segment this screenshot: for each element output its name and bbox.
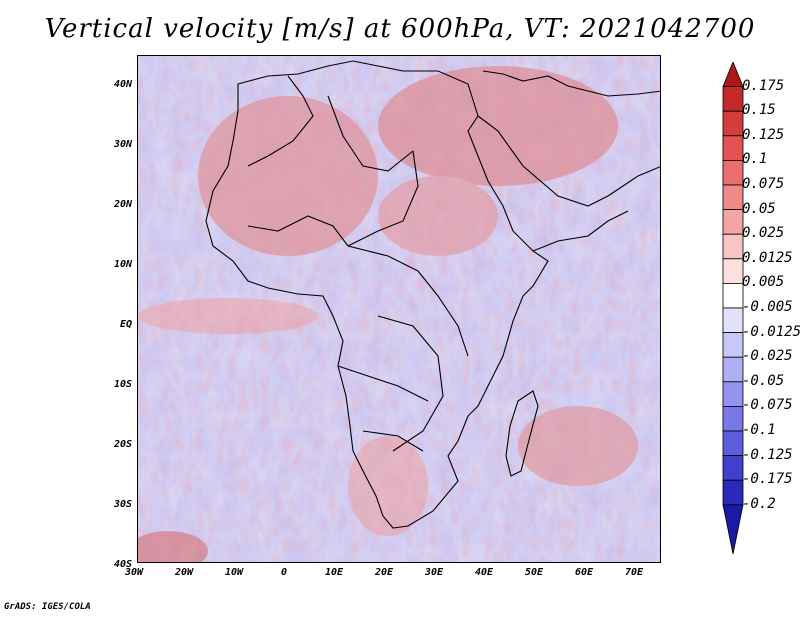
colorbar-swatch (722, 504, 744, 554)
y-tick-label: 30N (113, 139, 132, 150)
colorbar-label: 0.005 (742, 274, 785, 291)
colorbar-label: 0.1 (742, 151, 768, 168)
x-tick-label: 40E (474, 567, 494, 578)
y-tick-label: 30S (113, 499, 132, 510)
colorbar-label: 0.175 (742, 77, 785, 94)
colorbar-label: -0.075 (742, 397, 793, 414)
colorbar-swatch (722, 332, 744, 358)
y-tick-label: 20S (113, 439, 132, 450)
map-panel (137, 55, 661, 563)
plot-title: Vertical velocity [m/s] at 600hPa, VT: 2… (44, 14, 756, 44)
velocity-field-map (138, 56, 660, 562)
x-tick-label: 10E (324, 567, 344, 578)
colorbar-swatch (722, 282, 744, 309)
x-tick-label: 30E (424, 567, 444, 578)
y-tick-label: 10S (113, 379, 132, 390)
colorbar-label: 0.025 (742, 225, 785, 242)
colorbar-label: -0.2 (742, 495, 776, 512)
colorbar-label: 0.05 (742, 200, 776, 217)
y-tick-label: 40N (113, 79, 132, 90)
y-tick-label: 40S (113, 559, 132, 570)
x-tick-label: 20E (374, 567, 394, 578)
colorbar-swatch (722, 135, 744, 161)
y-tick-label: 20N (113, 199, 132, 210)
colorbar-label: -0.025 (742, 348, 793, 365)
colorbar-label: -0.0125 (742, 323, 800, 340)
x-tick-label: 0 (280, 567, 288, 578)
x-tick-label: 30W (124, 567, 144, 578)
colorbar (722, 62, 744, 554)
x-tick-label: 60E (574, 567, 594, 578)
colorbar-label: -0.1 (742, 422, 776, 438)
colorbar-swatch (722, 184, 744, 211)
colorbar-label: 0.125 (742, 126, 785, 143)
colorbar-swatch (722, 86, 744, 112)
x-tick-label: 70E (624, 567, 644, 578)
x-tick-label: 10W (224, 567, 244, 578)
colorbar-label: 0.15 (742, 102, 776, 119)
colorbar-swatch (722, 479, 744, 506)
colorbar-label: -0.125 (742, 446, 793, 463)
y-tick-label: EQ (119, 319, 132, 330)
colorbar-swatch (722, 209, 744, 235)
colorbar-swatch (722, 381, 744, 407)
colorbar-swatch (722, 430, 744, 457)
colorbar-label: -0.05 (742, 372, 785, 389)
colorbar-swatch (722, 258, 744, 284)
colorbar-swatch (722, 160, 744, 186)
colorbar-label: 0.0125 (742, 249, 793, 266)
colorbar-swatch (722, 455, 744, 481)
colorbar-swatch (722, 62, 744, 88)
x-tick-label: 20W (174, 567, 194, 578)
colorbar-swatch (722, 307, 744, 334)
colorbar-swatch (722, 110, 744, 137)
colorbar-label: -0.005 (742, 299, 793, 315)
y-tick-label: 10N (113, 259, 132, 270)
colorbar-label: 0.075 (742, 176, 785, 192)
colorbar-swatch (722, 233, 744, 260)
colorbar-swatch (722, 356, 744, 383)
coastlines (205, 60, 660, 529)
x-tick-label: 50E (524, 567, 544, 578)
colorbar-label: -0.175 (742, 471, 793, 488)
grads-credit: GrADS: IGES/COLA (4, 602, 91, 612)
colorbar-swatch (722, 405, 744, 432)
